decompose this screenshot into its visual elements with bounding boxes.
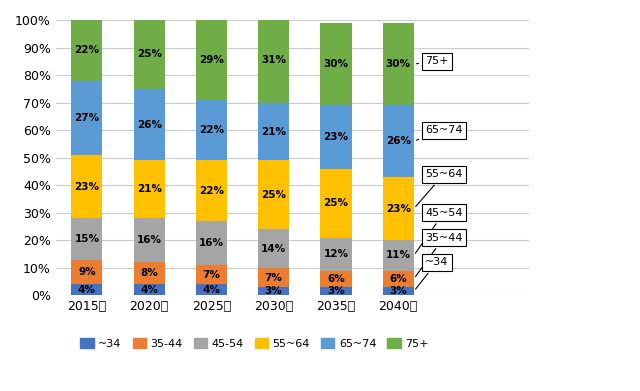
Text: 12%: 12% (323, 249, 348, 259)
Bar (196, 221, 227, 265)
Text: 3%: 3% (327, 286, 345, 296)
Legend: ~34, 35-44, 45-54, 55~64, 65~74, 75+: ~34, 35-44, 45-54, 55~64, 65~74, 75+ (76, 334, 433, 353)
Text: 14%: 14% (261, 244, 286, 254)
Text: 3%: 3% (389, 286, 407, 296)
Bar (383, 287, 414, 296)
Text: 21%: 21% (261, 127, 286, 136)
Text: 7%: 7% (202, 270, 220, 280)
Bar (383, 23, 414, 106)
Bar (134, 284, 164, 296)
Text: 6%: 6% (327, 274, 345, 284)
Text: 23%: 23% (386, 204, 411, 213)
Bar (258, 17, 289, 102)
Text: 6%: 6% (389, 274, 407, 284)
Text: 16%: 16% (137, 235, 162, 245)
Text: 23%: 23% (74, 182, 99, 192)
Bar (383, 177, 414, 240)
Bar (71, 260, 102, 284)
Text: 55~64: 55~64 (415, 169, 462, 206)
Text: 4%: 4% (78, 285, 96, 295)
Bar (383, 106, 414, 177)
Bar (134, 160, 164, 218)
Text: 75+: 75+ (417, 56, 449, 66)
Text: 25%: 25% (137, 49, 162, 59)
Bar (258, 160, 289, 230)
Text: 9%: 9% (78, 267, 96, 277)
Bar (321, 238, 351, 271)
Bar (196, 100, 227, 160)
Bar (196, 265, 227, 284)
Text: 30%: 30% (323, 59, 348, 69)
Text: 26%: 26% (137, 120, 162, 130)
Text: 4%: 4% (202, 285, 220, 295)
Bar (258, 268, 289, 287)
Text: 45~54: 45~54 (415, 208, 463, 253)
Bar (383, 240, 414, 271)
Bar (134, 218, 164, 262)
Text: 16%: 16% (199, 238, 224, 248)
Text: 26%: 26% (386, 136, 411, 146)
Bar (321, 271, 351, 287)
Text: 8%: 8% (140, 268, 158, 278)
Text: 4%: 4% (140, 285, 158, 295)
Text: 7%: 7% (265, 273, 283, 283)
Text: 21%: 21% (137, 185, 162, 194)
Bar (71, 155, 102, 218)
Text: 35~44: 35~44 (415, 233, 463, 277)
Text: ~34: ~34 (415, 257, 449, 289)
Text: 23%: 23% (323, 132, 348, 142)
Bar (71, 20, 102, 81)
Text: 22%: 22% (199, 186, 224, 196)
Text: 25%: 25% (323, 198, 348, 208)
Text: 25%: 25% (261, 190, 286, 200)
Bar (196, 284, 227, 296)
Text: 31%: 31% (261, 55, 286, 65)
Bar (321, 23, 351, 106)
Bar (134, 262, 164, 284)
Text: 65~74: 65~74 (417, 125, 463, 140)
Text: 22%: 22% (74, 45, 99, 55)
Bar (258, 287, 289, 296)
Bar (383, 271, 414, 287)
Bar (71, 218, 102, 260)
Text: 27%: 27% (74, 113, 99, 123)
Text: 11%: 11% (386, 251, 411, 260)
Text: 29%: 29% (199, 55, 224, 65)
Bar (258, 102, 289, 160)
Bar (71, 284, 102, 296)
Bar (258, 230, 289, 268)
Bar (321, 169, 351, 238)
Bar (196, 160, 227, 221)
Bar (134, 89, 164, 160)
Bar (196, 20, 227, 100)
Text: 3%: 3% (265, 286, 283, 296)
Bar (321, 106, 351, 169)
Text: 15%: 15% (74, 234, 99, 244)
Bar (71, 81, 102, 155)
Text: 22%: 22% (199, 125, 224, 135)
Text: 30%: 30% (386, 59, 411, 69)
Bar (134, 20, 164, 89)
Bar (321, 287, 351, 296)
